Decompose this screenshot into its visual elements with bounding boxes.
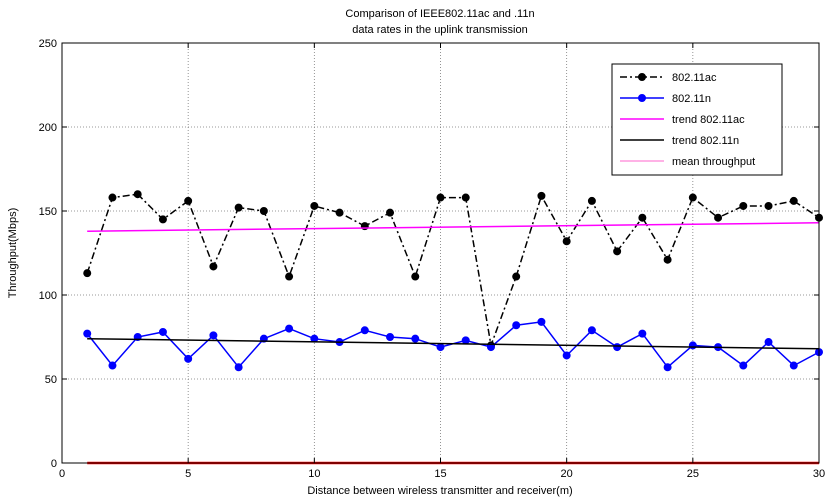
y-tick-label: 0 [51, 458, 57, 470]
chart-title: Comparison of IEEE802.11ac and .11n [345, 8, 534, 20]
data-point-series-1 [663, 363, 672, 372]
data-point-series-1 [562, 351, 571, 360]
data-point-series-1 [789, 361, 798, 370]
series-line-3 [87, 337, 820, 350]
data-point-series-0 [764, 201, 773, 210]
y-tick-label: 250 [39, 38, 57, 50]
data-point-series-1 [360, 326, 369, 335]
x-tick-label: 0 [59, 468, 65, 480]
data-point-series-0 [537, 191, 546, 200]
data-point-series-1 [209, 331, 218, 340]
data-point-series-0 [234, 203, 243, 212]
data-point-series-1 [764, 338, 773, 347]
data-point-series-1 [512, 321, 521, 330]
x-axis-label: Distance between wireless transmitter an… [307, 485, 572, 497]
data-point-series-0 [259, 207, 268, 215]
legend-label-2: trend 802.11ac [672, 114, 745, 126]
data-point-series-0 [335, 208, 344, 217]
legend: 802.11ac 802.11n trend 802.11ac trend 802.1… [611, 63, 783, 176]
x-tick-label: 20 [561, 468, 573, 480]
data-point-series-0 [310, 201, 319, 210]
data-point-series-1 [688, 341, 697, 350]
data-point-series-1 [587, 326, 596, 335]
x-tick-label: 30 [813, 468, 825, 480]
y-tick-label: 100 [39, 290, 57, 302]
data-point-series-1 [158, 327, 167, 336]
data-point-series-0 [411, 272, 420, 281]
legend-marker-0 [638, 73, 646, 81]
data-point-series-1 [411, 334, 420, 343]
data-point-series-1 [613, 343, 622, 352]
data-point-series-1 [461, 336, 470, 345]
data-point-series-0 [562, 237, 571, 246]
data-point-series-0 [688, 193, 697, 202]
chart-subtitle: data rates in the uplink transmission [352, 24, 527, 36]
data-point-series-0 [613, 247, 622, 256]
x-tick-label: 25 [687, 468, 699, 480]
series-line-0 [86, 193, 820, 349]
data-point-series-0 [461, 193, 470, 202]
data-point-series-1 [638, 329, 647, 338]
legend-label-4: mean throughput [672, 156, 755, 168]
data-point-series-1 [436, 343, 445, 352]
data-point-series-0 [789, 196, 798, 205]
legend-label-1: 802.11n [672, 93, 711, 105]
data-point-series-0 [638, 213, 647, 222]
data-point-series-1 [234, 363, 243, 372]
data-point-series-1 [537, 317, 546, 326]
y-tick-label: 150 [39, 206, 57, 218]
data-point-series-0 [108, 193, 117, 202]
y-axis-label: Throughput(Mbps) [7, 208, 19, 299]
data-point-series-0 [512, 272, 521, 281]
data-point-series-1 [386, 333, 395, 341]
x-tick-label: 5 [185, 468, 191, 480]
data-point-series-0 [133, 190, 142, 199]
data-point-series-1 [285, 324, 294, 333]
legend-label-3: trend 802.11n [672, 135, 739, 147]
x-tick-label: 15 [434, 468, 446, 480]
data-point-series-0 [739, 201, 748, 210]
y-tick-label: 200 [39, 122, 57, 134]
data-point-series-0 [209, 262, 218, 271]
x-tick-label: 10 [308, 468, 320, 480]
data-point-series-0 [714, 213, 723, 222]
legend-marker-1 [638, 94, 646, 102]
data-point-series-0 [158, 215, 167, 224]
data-point-series-0 [386, 208, 395, 217]
data-point-series-1 [184, 354, 193, 363]
data-point-series-0 [83, 269, 92, 278]
data-point-series-1 [83, 329, 92, 338]
series-line-2 [87, 222, 820, 232]
data-point-series-0 [184, 196, 193, 205]
data-point-series-0 [587, 196, 596, 205]
data-point-series-0 [663, 255, 672, 264]
data-point-series-0 [436, 193, 445, 202]
legend-label-0: 802.11ac [672, 72, 717, 84]
data-point-series-1 [108, 361, 117, 370]
data-point-series-1 [739, 361, 748, 370]
data-point-series-0 [285, 272, 294, 281]
y-tick-label: 50 [45, 374, 57, 386]
